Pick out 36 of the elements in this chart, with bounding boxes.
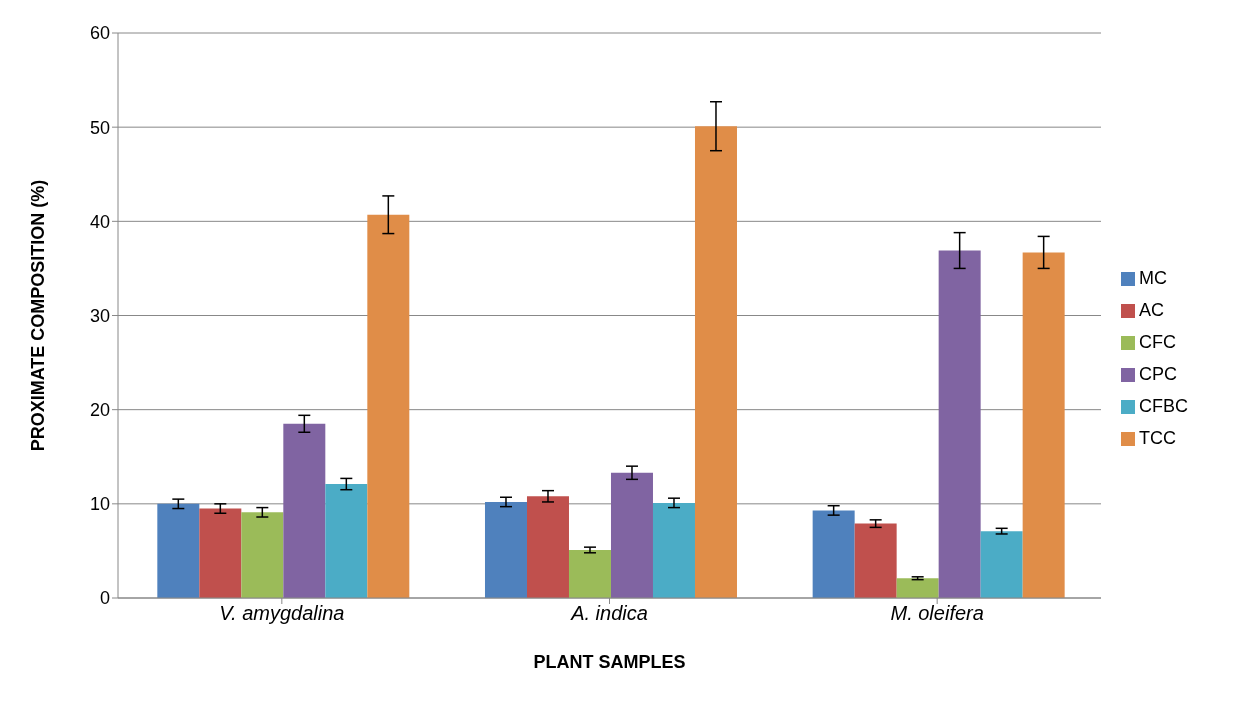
legend-label: TCC — [1139, 428, 1176, 448]
y-tick-label: 20 — [89, 400, 110, 421]
bar — [812, 510, 855, 598]
y-tick-label: 60 — [89, 23, 110, 44]
legend-label: CPC — [1139, 364, 1178, 384]
bar — [1022, 252, 1065, 598]
bar — [241, 512, 284, 598]
y-tick-label: 40 — [89, 211, 110, 232]
y-tick-label: 0 — [99, 588, 110, 609]
y-tick-label: 10 — [89, 494, 110, 515]
bar — [980, 531, 1023, 598]
bar — [526, 496, 569, 598]
legend-label: CFC — [1139, 332, 1176, 352]
bar — [652, 502, 695, 598]
bar — [325, 484, 368, 598]
bar — [199, 508, 242, 598]
y-tick-label: 50 — [89, 117, 110, 138]
x-axis-title: PLANT SAMPLES — [533, 652, 686, 672]
bar — [568, 549, 611, 598]
bar — [367, 214, 410, 598]
bar — [484, 501, 527, 598]
bar — [854, 523, 897, 598]
legend-label: AC — [1139, 300, 1165, 320]
x-tick-label: M. oleifera — [890, 602, 984, 625]
y-axis-title: PROXIMATE COMPOSITION (%) — [28, 179, 49, 452]
bar — [610, 472, 653, 598]
bar — [157, 503, 200, 598]
bar — [896, 578, 939, 598]
bar — [283, 423, 326, 598]
x-tick-label: V. amygdalina — [219, 602, 345, 625]
y-tick-label: 30 — [89, 305, 110, 326]
x-tick-label: A. indica — [570, 602, 648, 625]
legend-label: CFBC — [1139, 396, 1188, 416]
bar — [694, 126, 737, 598]
bar — [938, 250, 981, 598]
legend-label: MC — [1139, 268, 1167, 288]
